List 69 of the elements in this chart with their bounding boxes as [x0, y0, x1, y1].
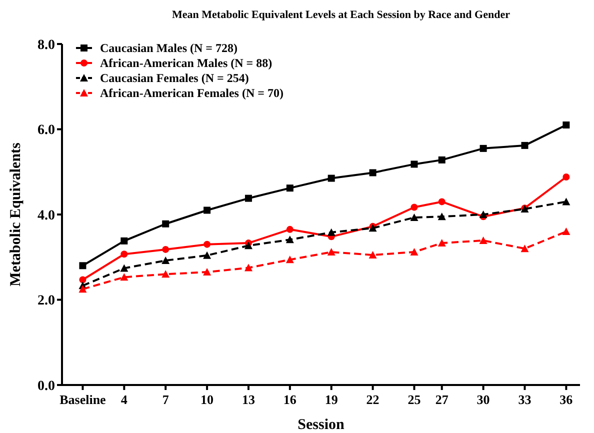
x-tick-label: 33 [518, 392, 532, 407]
x-tick-label: 25 [408, 392, 422, 407]
point [162, 220, 170, 228]
y-tick-label: 6.0 [38, 123, 55, 138]
point [479, 210, 488, 218]
legend-label: Caucasian Males (N = 728) [100, 41, 238, 56]
point [438, 212, 446, 220]
x-tick-label: 7 [162, 392, 170, 407]
point [244, 194, 252, 202]
point [479, 236, 488, 244]
point [369, 169, 376, 176]
point [203, 268, 212, 276]
point [562, 228, 570, 236]
x-tick-label: 27 [435, 392, 449, 407]
point [244, 242, 252, 250]
point [410, 204, 418, 211]
point [162, 256, 170, 264]
point [327, 228, 336, 236]
point [120, 273, 128, 281]
point [286, 226, 294, 233]
point [79, 276, 86, 284]
y-axis-title: Metabolic Equivalents [8, 142, 24, 286]
point [203, 251, 212, 259]
x-tick-label: 4 [120, 392, 128, 407]
legend-label: Caucasian Females (N = 254) [100, 71, 249, 86]
point [286, 256, 294, 264]
point [286, 236, 294, 244]
point [410, 248, 418, 256]
point [120, 237, 128, 244]
point [438, 198, 446, 206]
x-tick-label: 30 [476, 392, 490, 407]
y-tick-label: 4.0 [38, 208, 55, 224]
y-tick-label: 8.0 [38, 38, 55, 53]
point [79, 262, 86, 270]
point [410, 160, 418, 168]
x-axis-title: Session [298, 417, 345, 433]
chart-title: Mean Metabolic Equivalent Levels at Each Session by Race and Gender [172, 9, 510, 21]
point [438, 156, 446, 164]
point [244, 264, 252, 272]
point [327, 248, 336, 256]
point [120, 264, 128, 272]
point [438, 239, 446, 247]
point [120, 250, 128, 258]
x-tick-label: 19 [324, 392, 338, 407]
point [368, 250, 377, 258]
y-tick-label: 2.0 [38, 294, 55, 309]
y-tick-label: 0.0 [38, 378, 55, 394]
point [562, 173, 570, 180]
x-tick-label: 13 [242, 392, 256, 407]
legend-label: African-American Females (N = 70) [100, 86, 284, 100]
point [562, 198, 570, 206]
legend-label: African-American Males (N = 88) [100, 56, 272, 70]
point [286, 184, 294, 192]
point [204, 240, 211, 248]
point [480, 144, 487, 152]
x-tick-label: 36 [560, 392, 574, 407]
point [78, 285, 87, 293]
point [328, 174, 335, 182]
x-tick-label: Baseline [60, 392, 106, 407]
point [521, 142, 528, 149]
point [562, 121, 570, 128]
point [162, 270, 170, 278]
point [162, 246, 170, 253]
point [204, 206, 211, 214]
point [410, 213, 418, 221]
x-tick-label: 16 [283, 392, 297, 407]
point [520, 244, 529, 252]
x-tick-label: 22 [366, 392, 380, 407]
x-tick-label: 10 [200, 392, 214, 407]
